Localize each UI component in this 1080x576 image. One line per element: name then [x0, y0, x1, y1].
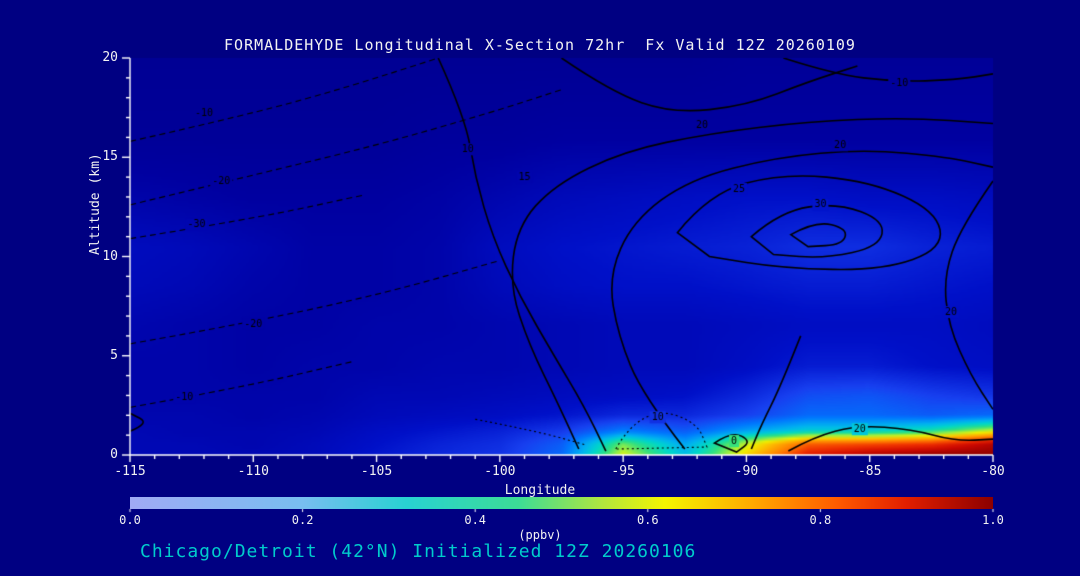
y-tick-label: 10: [102, 248, 118, 264]
x-tick-label: -110: [237, 464, 269, 479]
y-axis-label: Altitude (km): [88, 153, 103, 255]
x-tick-label: -85: [857, 464, 882, 479]
x-tick-label: -90: [734, 464, 759, 479]
colorbar-tick-label: 0.8: [809, 513, 832, 527]
colorbar-tick-label: 0.4: [464, 513, 487, 527]
x-tick-label: -80: [981, 464, 1005, 479]
y-tick-label: 20: [102, 50, 118, 65]
x-axis-label: Longitude: [504, 483, 576, 498]
chart-subtitle: Chicago/Detroit (42°N) Initialized 12Z 2…: [140, 541, 697, 562]
x-tick-label: -105: [360, 464, 393, 479]
colorbar-tick-label: 0.0: [119, 513, 141, 527]
y-tick-label: 0: [110, 447, 118, 462]
x-tick-label: -100: [484, 464, 516, 479]
y-tick-label: 15: [102, 149, 118, 165]
chart-title: FORMALDEHYDE Longitudinal X-Section 72hr…: [224, 36, 856, 54]
colorbar-tick-label: 1.0: [982, 513, 1004, 527]
colorbar: [130, 497, 993, 509]
y-tick-label: 5: [110, 347, 118, 363]
x-tick-label: -95: [611, 464, 635, 479]
colorbar-tick-label: 0.2: [291, 513, 314, 527]
x-tick-label: -115: [114, 464, 146, 479]
colorbar-tick-label: 0.6: [636, 513, 659, 527]
colorbar-units-label: (ppbv): [518, 528, 562, 542]
